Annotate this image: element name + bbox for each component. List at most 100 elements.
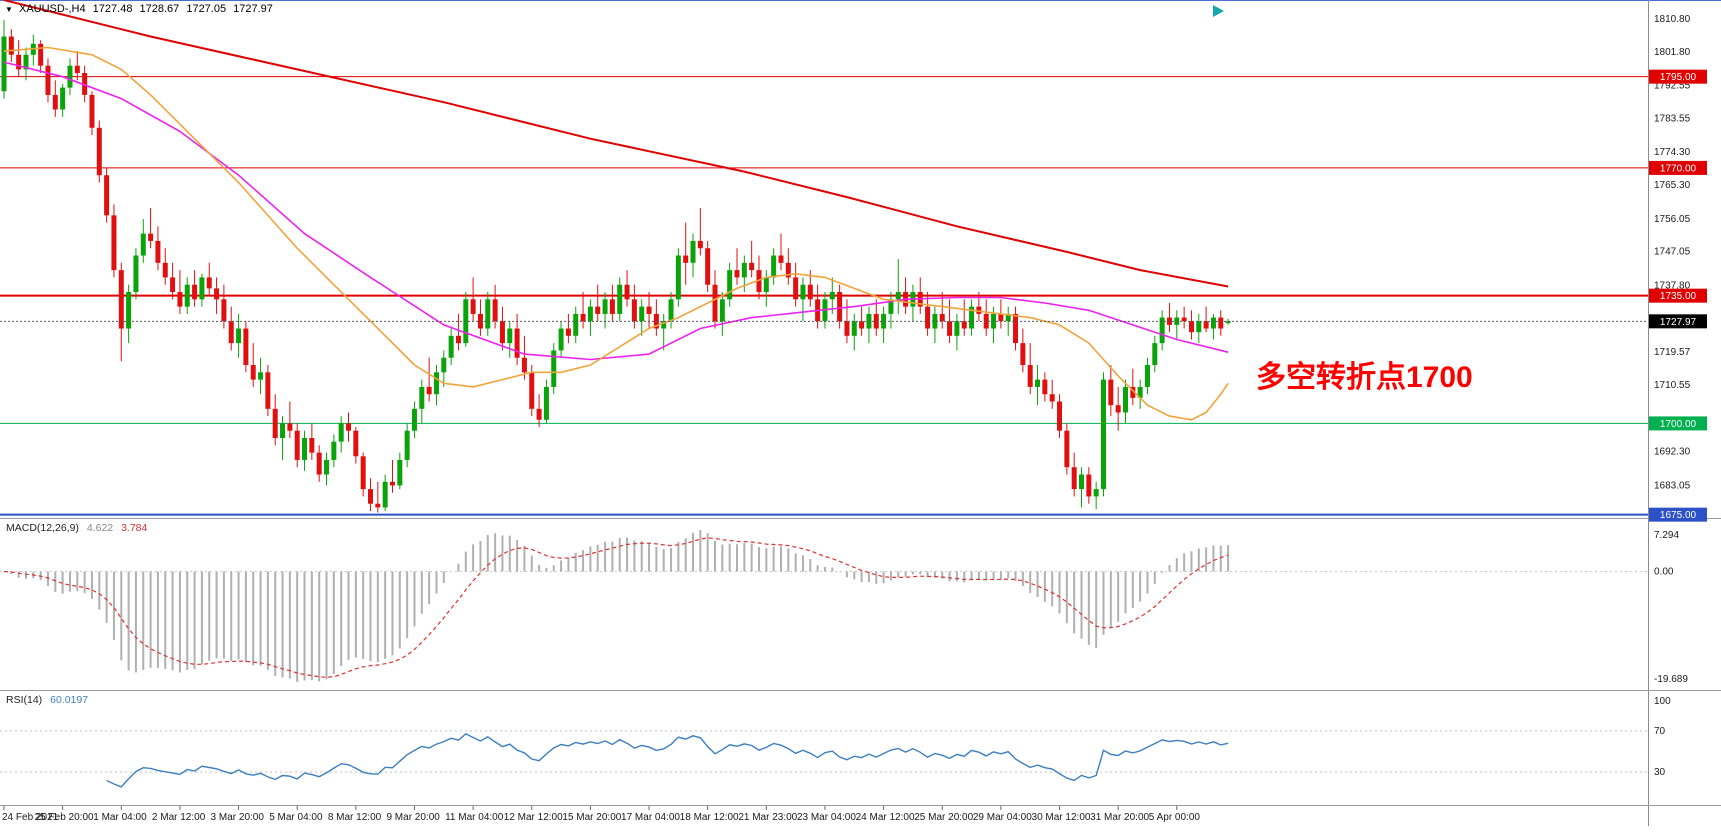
candle-body: [844, 321, 850, 336]
rsi-line: [106, 732, 1229, 788]
candle-body: [851, 321, 857, 336]
candle-body: [969, 306, 975, 329]
price-axis-label: 1801.80: [1654, 47, 1691, 58]
candle-body: [302, 438, 308, 460]
candle-body: [199, 277, 205, 300]
candle-body: [1210, 317, 1216, 329]
price-axis-label: 1719.57: [1654, 347, 1691, 358]
time-axis-label: 1 Mar 04:00: [93, 812, 147, 823]
candle-body: [45, 65, 51, 95]
price-axis-label: 1692.30: [1654, 447, 1691, 458]
candle-body: [89, 94, 95, 128]
macd-axis-label: 0.00: [1654, 567, 1674, 578]
candle-body: [16, 54, 22, 70]
price-tag-text: 1795.00: [1660, 72, 1697, 83]
candle-body: [170, 277, 176, 293]
time-axis-label: 5 Mar 04:00: [269, 812, 323, 823]
ma-fast-line: [3, 46, 1229, 421]
candle-body: [258, 372, 264, 380]
candle-body: [705, 248, 711, 285]
candle-body: [1108, 379, 1114, 406]
time-axis-label: 3 Mar 20:00: [211, 812, 265, 823]
candle-body: [756, 270, 762, 293]
chart-annotation-text: 多空转折点1700: [1256, 361, 1473, 394]
time-axis-label: 2 Mar 12:00: [152, 812, 206, 823]
candle-body: [96, 127, 102, 176]
candle-body: [375, 503, 381, 508]
macd-signal-value: 3.784: [121, 522, 148, 534]
price-tag-text: 1700.00: [1660, 419, 1697, 430]
candle-body: [8, 36, 14, 55]
candle-body: [1013, 313, 1019, 344]
candle-body: [331, 441, 337, 460]
time-axis-label: 9 Mar 20:00: [386, 812, 440, 823]
candle-body: [793, 277, 799, 300]
candle-body: [126, 292, 132, 329]
candle-body: [1196, 321, 1202, 333]
candle-body: [1218, 317, 1224, 329]
candle-body: [316, 452, 322, 475]
candle-body: [800, 284, 806, 300]
candle-body: [1093, 489, 1099, 497]
candle-body: [1130, 386, 1136, 398]
macd-indicator-label: MACD(12,26,9) 4.622 3.784: [6, 522, 152, 534]
candle-body: [697, 240, 703, 249]
candle-body: [419, 386, 425, 409]
candle-body: [133, 255, 139, 293]
candle-body: [1101, 379, 1106, 490]
candle-body: [1122, 386, 1128, 413]
candle-body: [272, 408, 278, 439]
price-axis-label: 1792.55: [1654, 81, 1691, 92]
candle-body: [888, 299, 894, 314]
candle-body: [1057, 401, 1063, 431]
candle-body: [749, 262, 755, 271]
candle-body: [1, 36, 7, 92]
candle-body: [433, 372, 439, 395]
price-tag-text: 1770.00: [1660, 163, 1697, 174]
candle-body: [1079, 474, 1085, 490]
price-axis-label: 1683.05: [1654, 480, 1691, 491]
candle-body: [536, 408, 542, 420]
candle-body: [947, 321, 953, 336]
price-axis-label: 1756.05: [1654, 214, 1691, 225]
candle-body: [243, 328, 249, 366]
candle-body: [1152, 343, 1158, 366]
candle-body: [104, 175, 110, 216]
candle-body: [324, 459, 330, 475]
candle-body: [624, 284, 630, 300]
scroll-to-end-icon[interactable]: [1213, 5, 1224, 17]
candle-body: [74, 65, 80, 74]
candle-body: [587, 306, 593, 322]
candle-body: [228, 321, 234, 344]
candle-body: [631, 299, 637, 322]
price-axis-label: 1783.55: [1654, 113, 1691, 124]
candle-body: [529, 372, 535, 409]
price-tag: [1649, 288, 1707, 303]
candle-body: [925, 306, 931, 329]
candle-body: [507, 328, 513, 344]
price-tag-text: 1727.97: [1660, 317, 1697, 328]
ma-medium-line: [3, 61, 1229, 361]
candle-body: [1027, 365, 1033, 387]
candle-body: [192, 284, 198, 300]
candle-body: [741, 262, 747, 278]
candle-body: [250, 365, 256, 380]
candle-body: [118, 270, 124, 329]
symbol-dropdown-icon[interactable]: ▼: [5, 5, 13, 14]
price-axis-label: 1737.80: [1654, 280, 1691, 291]
time-axis-label: 18 Mar 12:00: [680, 812, 739, 823]
price-tag: [1649, 160, 1707, 175]
candle-body: [1064, 430, 1070, 468]
macd-name: MACD(12,26,9): [6, 522, 79, 534]
candle-body: [1115, 405, 1121, 413]
candle-body: [426, 386, 432, 395]
candle-body: [148, 233, 154, 241]
price-axis-label: 1765.30: [1654, 180, 1691, 191]
price-tag: [1649, 314, 1707, 329]
candle-body: [38, 43, 44, 66]
price-axis-label: 1747.05: [1654, 247, 1691, 258]
candle-body: [712, 284, 718, 322]
time-axis-label: 17 Mar 04:00: [621, 812, 680, 823]
